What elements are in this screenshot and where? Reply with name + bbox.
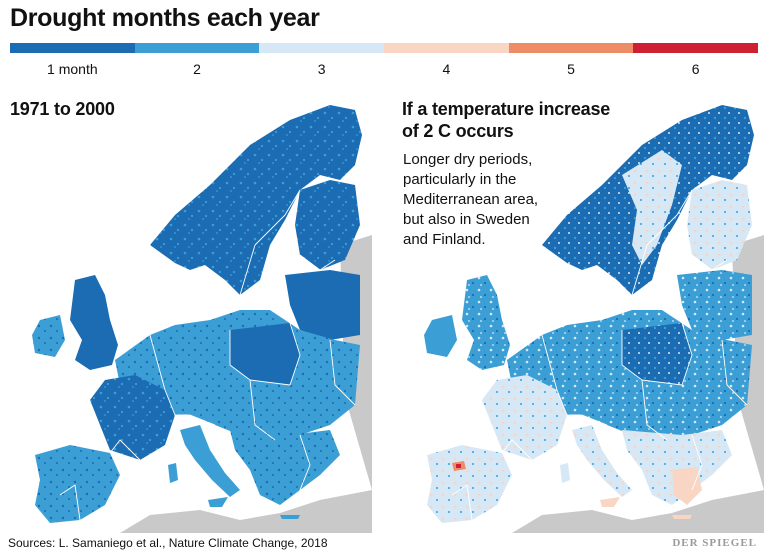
legend-swatch-3 bbox=[259, 43, 385, 53]
region-sardinia bbox=[168, 463, 178, 483]
left-map-title: 1971 to 2000 bbox=[10, 99, 115, 119]
region-france bbox=[482, 375, 567, 460]
region-iberia bbox=[427, 445, 512, 523]
legend-color-bar bbox=[10, 43, 759, 53]
region-ireland bbox=[424, 315, 457, 357]
region-central-europe bbox=[507, 310, 752, 440]
map-1971-2000 bbox=[32, 105, 372, 533]
region-balkans bbox=[230, 430, 340, 505]
legend-swatch-2 bbox=[134, 43, 260, 53]
legend-label-2: 2 bbox=[193, 61, 201, 77]
legend-label-5: 5 bbox=[567, 61, 575, 77]
legend-label-1: 1 month bbox=[47, 61, 98, 77]
region-ireland bbox=[32, 315, 65, 357]
region-france bbox=[90, 375, 175, 460]
region-italy bbox=[180, 425, 240, 497]
region-iberia bbox=[35, 445, 120, 523]
region-italy bbox=[572, 425, 632, 497]
right-map-desc-line3: Mediterranean area, bbox=[403, 191, 539, 208]
region-greece-dry bbox=[672, 467, 702, 505]
map-plus-2c bbox=[424, 105, 764, 533]
region-scandinavia bbox=[150, 105, 362, 295]
right-map-desc-line4: but also in Sweden bbox=[403, 211, 530, 228]
region-balkans bbox=[622, 430, 732, 505]
region-sardinia bbox=[560, 463, 570, 483]
legend-label-6: 6 bbox=[691, 61, 700, 77]
legend-swatch-1 bbox=[10, 43, 135, 53]
region-crete bbox=[280, 515, 300, 519]
region-finland bbox=[687, 180, 752, 270]
region-central-europe bbox=[115, 310, 360, 440]
region-uk bbox=[70, 275, 118, 370]
region-uk bbox=[462, 275, 510, 370]
region-baltics bbox=[677, 270, 752, 340]
right-map-title-line1: If a temperature increase bbox=[402, 99, 611, 119]
legend-swatch-6 bbox=[633, 43, 759, 53]
region-poland bbox=[622, 323, 692, 385]
legend-label-3: 3 bbox=[317, 61, 326, 77]
region-sicily bbox=[600, 497, 620, 507]
region-sicily bbox=[208, 497, 228, 507]
region-iberia-hotspot-core bbox=[456, 464, 461, 468]
right-map-description: Longer dry periods, particularly in the … bbox=[403, 150, 538, 250]
region-finland bbox=[295, 180, 360, 270]
right-map-desc-line2: particularly in the bbox=[403, 171, 517, 188]
region-sweden-dry bbox=[622, 150, 682, 265]
region-baltics bbox=[285, 270, 360, 340]
publisher-logo: DER SPIEGEL bbox=[672, 537, 757, 549]
right-map-title: If a temperature increase of 2 C occurs bbox=[402, 98, 610, 142]
region-poland bbox=[230, 323, 300, 385]
right-map-desc-line1: Longer dry periods, bbox=[403, 151, 533, 168]
legend-label-4: 4 bbox=[442, 61, 451, 77]
right-map-title-line2: of 2 C occurs bbox=[402, 121, 514, 141]
region-crete bbox=[672, 515, 692, 519]
right-map-desc-line5: and Finland. bbox=[403, 231, 486, 248]
legend-swatch-5 bbox=[508, 43, 634, 53]
source-note: Sources: L. Samaniego et al., Nature Cli… bbox=[8, 536, 328, 550]
country-borders bbox=[451, 189, 748, 521]
chart-title: Drought months each year bbox=[10, 4, 320, 32]
country-borders bbox=[59, 189, 356, 521]
legend-labels: 1 month 2 3 4 5 6 bbox=[10, 61, 758, 77]
legend-swatch-4 bbox=[384, 43, 509, 53]
